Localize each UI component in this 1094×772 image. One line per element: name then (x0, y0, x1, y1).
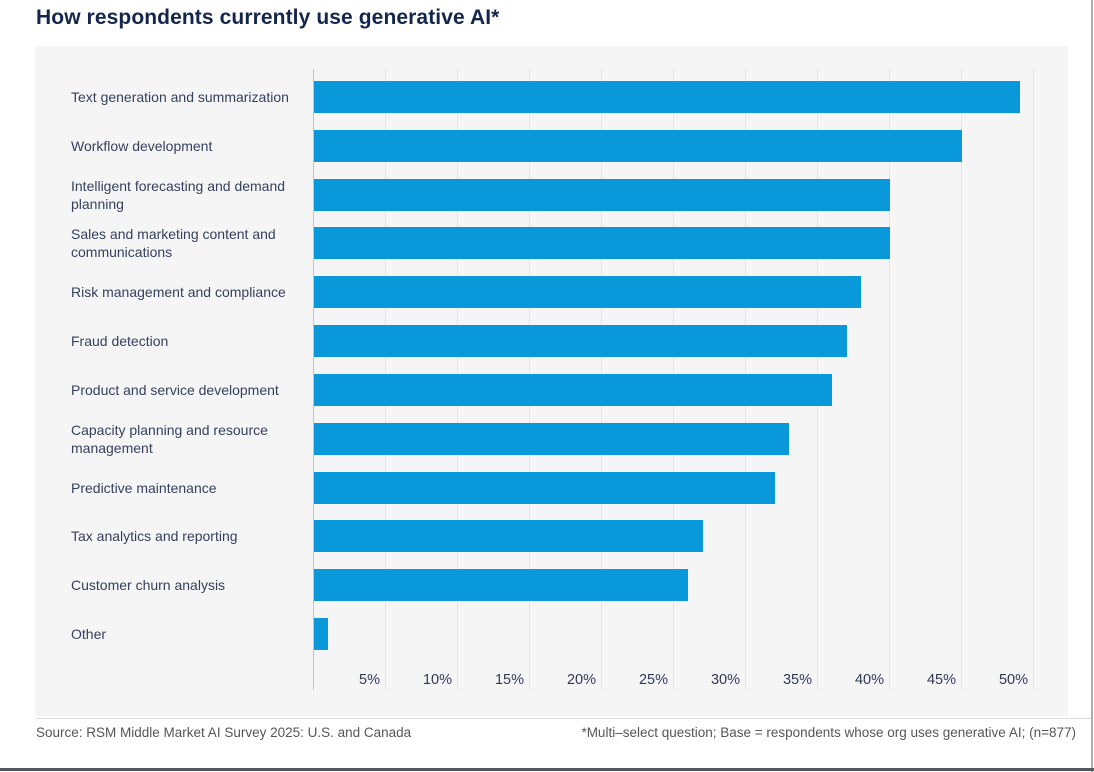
bar (314, 179, 890, 211)
bar (314, 472, 775, 504)
footnote-text: *Multi–select question; Base = responden… (581, 725, 1076, 740)
bar-row: Predictive maintenance (35, 472, 1068, 504)
bar-row: Text generation and summarization (35, 81, 1068, 113)
source-text: Source: RSM Middle Market AI Survey 2025… (36, 725, 412, 740)
x-tick-label: 5% (359, 672, 380, 688)
category-label: Intelligent forecasting and demand plann… (71, 178, 286, 212)
bar-row: Workflow development (35, 130, 1068, 162)
bar (314, 276, 861, 308)
bar-row: Product and service development (35, 374, 1068, 406)
bar (314, 81, 1020, 113)
x-tick-label: 40% (854, 672, 884, 688)
category-label: Customer churn analysis (71, 577, 226, 593)
chart-panel: 5% 10% 15% 20% 25% 30% 35% 40% 45% 50% Text genera… (35, 46, 1068, 716)
category-label: Workflow development (71, 138, 213, 154)
category-label: Product and service development (71, 382, 279, 398)
bar-row: Fraud detection (35, 325, 1068, 357)
bar (314, 130, 962, 162)
x-tick-label: 50% (998, 672, 1028, 688)
category-label: Tax analytics and reporting (71, 528, 238, 544)
x-tick-label: 45% (926, 672, 956, 688)
category-label: Sales and marketing content and communic… (71, 226, 276, 260)
bar (314, 325, 847, 357)
bar (314, 520, 703, 552)
bar (314, 618, 328, 650)
page-right-border (1091, 0, 1093, 772)
category-label: Text generation and summarization (71, 89, 289, 105)
bar-row: Customer churn analysis (35, 569, 1068, 601)
category-label: Other (71, 626, 107, 642)
page-title: How respondents currently use generative… (36, 6, 500, 29)
category-label: Predictive maintenance (71, 480, 217, 496)
x-tick-label: 35% (782, 672, 812, 688)
bar-row: Intelligent forecasting and demand plann… (35, 178, 1068, 212)
bar-row: Other (35, 618, 1068, 650)
x-tick-label: 15% (494, 672, 524, 688)
bar-row: Tax analytics and reporting (35, 520, 1068, 552)
bar (314, 374, 832, 406)
bar-row: Sales and marketing content and communic… (35, 226, 1068, 260)
category-label: Risk management and compliance (71, 284, 286, 300)
category-label: Capacity planning and resource managemen… (71, 422, 268, 456)
x-tick-label: 20% (566, 672, 596, 688)
page-bottom-rule (0, 768, 1094, 771)
gridline (1033, 69, 1034, 690)
x-tick-label: 30% (710, 672, 740, 688)
x-tick-label: 25% (638, 672, 668, 688)
x-tick-label: 10% (422, 672, 452, 688)
bar (314, 569, 688, 601)
x-axis-baseline (313, 69, 314, 690)
bar (314, 227, 890, 259)
category-label: Fraud detection (71, 333, 169, 349)
gridline (889, 69, 890, 690)
footer-divider (36, 718, 1091, 719)
bar (314, 423, 789, 455)
bar-row: Risk management and compliance (35, 276, 1068, 308)
bar-row: Capacity planning and resource managemen… (35, 422, 1068, 456)
gridline (961, 69, 962, 690)
